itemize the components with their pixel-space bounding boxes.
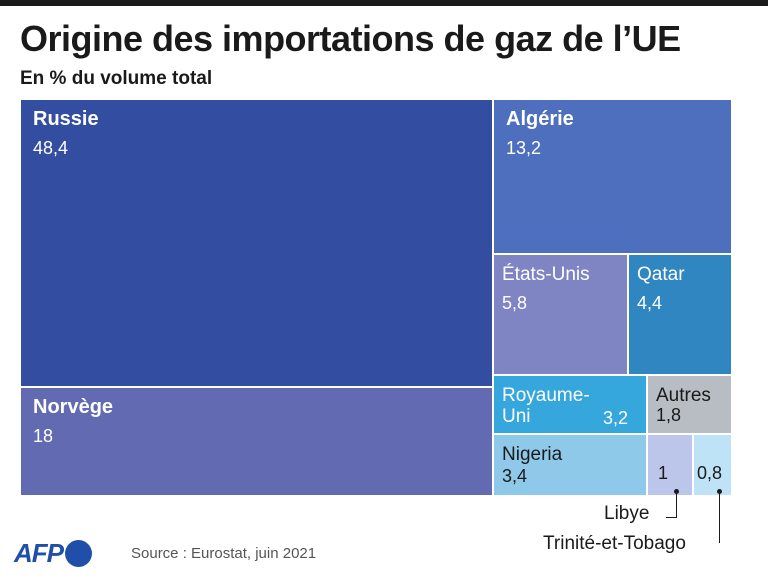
afp-logo-circle-icon (65, 539, 92, 567)
tile-value: 0,8 (697, 463, 723, 483)
treemap-tile-8: Nigeria 3,4 (493, 434, 647, 496)
treemap-tile-4: États-Unis 5,8 (493, 254, 628, 375)
treemap-tile-3: Algérie 13,2 (493, 99, 732, 254)
top-rule (0, 0, 768, 6)
tile-label: Nigeria (502, 444, 563, 465)
tile-value: 3,2 (602, 408, 628, 428)
afp-logo-text: AFP (14, 537, 64, 568)
tile-label: Algérie (506, 108, 574, 130)
tile-value: 48,4 (33, 138, 69, 158)
treemap-tile-9: 1 (647, 434, 693, 496)
source-note: Source : Eurostat, juin 2021 (131, 545, 317, 562)
treemap-tile-10: 0,8 (693, 434, 732, 496)
tile-value: 4,4 (637, 293, 663, 313)
trinidad-marker-dot (717, 489, 722, 494)
tile-label: Autres (656, 385, 711, 406)
tile-label: États-Unis (502, 264, 590, 285)
treemap-tile-5: Qatar 4,4 (628, 254, 732, 375)
tile-label: Qatar (637, 264, 685, 285)
tile-value: 1 (658, 463, 669, 483)
trinidad-label: Trinité-et-Tobago (543, 533, 686, 554)
treemap-tile-6: Royaume- Uni 3,2 (493, 375, 647, 434)
tile-value: 18 (33, 426, 54, 446)
tile-label: Norvège (33, 396, 114, 418)
tile-value: 13,2 (506, 138, 542, 158)
libye-label: Libye (604, 503, 650, 524)
libye-leader-tick (666, 517, 677, 518)
libye-marker-dot (674, 489, 679, 494)
chart-title: Origine des importations de gaz de l’UE (20, 18, 681, 59)
treemap-tile-1: Russie 48,4 (20, 99, 493, 387)
tile-label: Russie (33, 108, 99, 130)
tile-value: 5,8 (502, 293, 528, 313)
tile-value: 3,4 (502, 466, 528, 486)
treemap-tile-7: Autres 1,8 (647, 375, 732, 434)
tile-value: 1,8 (656, 405, 682, 425)
afp-logo: AFP (14, 538, 92, 568)
tile-label: Royaume- Uni (502, 385, 590, 427)
libye-leader-line (676, 493, 677, 518)
treemap-tile-2: Norvège 18 (20, 387, 493, 496)
chart-subtitle: En % du volume total (20, 68, 213, 89)
trinidad-leader-line (719, 493, 720, 543)
